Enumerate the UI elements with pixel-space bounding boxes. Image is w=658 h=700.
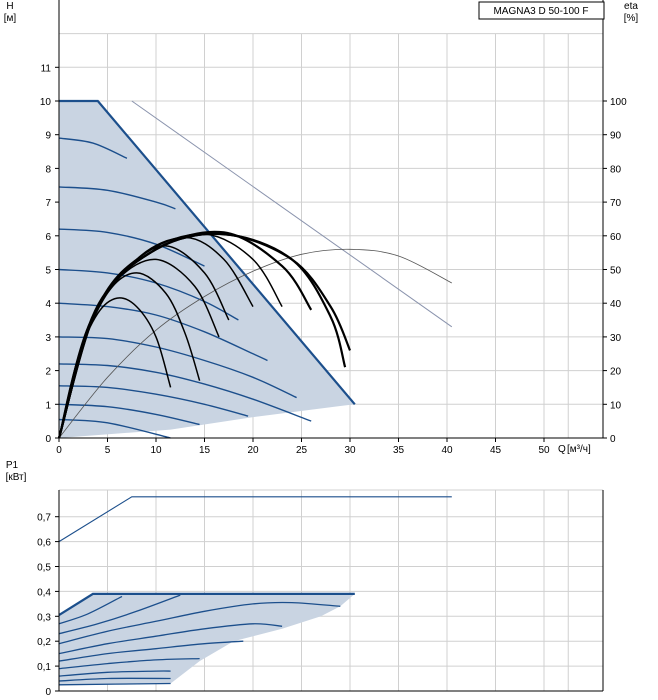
x-tick-label: 5	[105, 445, 111, 456]
y2-tick-label: 100	[610, 97, 627, 108]
head-operating-region	[59, 101, 355, 438]
head-region-fill	[59, 101, 355, 438]
y2-tick-label: 20	[610, 367, 622, 378]
power-curve	[58, 592, 355, 617]
chart-title: MAGNA3 D 50-100 F	[493, 6, 588, 17]
power-y-tick-label: 0,5	[37, 563, 51, 574]
head-curve	[58, 403, 200, 426]
head-curve	[58, 248, 452, 439]
power-region-fill	[59, 593, 355, 685]
x-tick-label: 20	[247, 445, 259, 456]
x-tick-label: 30	[344, 445, 356, 456]
y-axis-label-p1: P1	[6, 460, 19, 471]
head-curve	[58, 336, 297, 399]
y-tick-label: 10	[40, 97, 52, 108]
x-tick-label: 15	[199, 445, 211, 456]
y2-tick-label: 80	[610, 164, 622, 175]
y2-axis-unit-eta: [%]	[624, 13, 639, 24]
y-tick-label: 4	[45, 299, 51, 310]
head-curve	[58, 137, 128, 159]
power-curve	[58, 594, 181, 635]
y2-tick-label: 60	[610, 232, 622, 243]
y-tick-label: 3	[45, 333, 51, 344]
x-tick-label: 45	[490, 445, 502, 456]
power-y-tick-label: 0,4	[37, 587, 51, 598]
head-curves	[58, 99, 453, 439]
y-axis-unit-p1: [кВт]	[6, 472, 27, 483]
power-curve	[58, 657, 200, 670]
y-tick-label: 6	[45, 232, 51, 243]
power-curve	[58, 623, 283, 655]
y-tick-label: 7	[45, 198, 51, 209]
x-tick-label: 35	[393, 445, 405, 456]
y2-tick-label: 30	[610, 333, 622, 344]
title-box	[478, 1, 605, 20]
efficiency-curves	[57, 230, 352, 439]
x-axis-unit-q: [м³/ч]	[567, 444, 591, 455]
y-tick-label: 5	[45, 266, 51, 277]
y-axis-label-h: H	[6, 1, 13, 12]
y-tick-label: 9	[45, 131, 51, 142]
power-curve	[58, 595, 123, 625]
power-curve	[58, 682, 171, 686]
y-tick-label: 8	[45, 164, 51, 175]
head-curve	[131, 100, 453, 328]
head-curve	[59, 99, 356, 406]
head-curve	[58, 385, 249, 417]
power-operating-region	[59, 593, 355, 685]
y2-axis-label-eta: eta	[624, 1, 638, 12]
power-curve	[58, 670, 171, 677]
head-curve	[58, 186, 176, 210]
y2-tick-label: 70	[610, 198, 622, 209]
y2-tick-label: 40	[610, 299, 622, 310]
plot-frames	[58, 0, 604, 692]
x-tick-label: 40	[441, 445, 453, 456]
y2-tick-label: 50	[610, 266, 622, 277]
power-y-tick-label: 0	[45, 687, 51, 698]
x-tick-label: 50	[538, 445, 550, 456]
power-y-tick-label: 0,3	[37, 612, 51, 623]
x-tick-label: 0	[56, 445, 62, 456]
y2-tick-label: 0	[610, 434, 616, 445]
head-curve	[58, 363, 312, 422]
efficiency-curve	[57, 232, 352, 439]
power-curve	[58, 601, 341, 645]
power-curve	[58, 640, 244, 662]
head-curve	[58, 418, 171, 439]
power-curve	[58, 496, 452, 543]
head-curve	[58, 228, 205, 267]
y-tick-label: 1	[45, 400, 51, 411]
y2-tick-label: 10	[610, 400, 622, 411]
y-tick-label: 2	[45, 367, 51, 378]
power-y-tick-label: 0,1	[37, 662, 51, 673]
power-y-tick-label: 0,7	[37, 513, 51, 524]
power-y-tick-label: 0,6	[37, 538, 51, 549]
efficiency-curve	[58, 236, 254, 439]
x-tick-label: 10	[150, 445, 162, 456]
power-curve	[58, 677, 171, 682]
y-tick-label: 11	[41, 63, 52, 74]
y-axis-unit-h: [м]	[4, 13, 17, 24]
y2-tick-label: 90	[610, 131, 622, 142]
y-tick-label: 0	[45, 434, 51, 445]
x-axis-label-q: Q	[558, 444, 566, 455]
power-curves	[58, 496, 452, 686]
x-tick-label: 25	[296, 445, 308, 456]
power-y-tick-label: 0,2	[37, 637, 51, 648]
